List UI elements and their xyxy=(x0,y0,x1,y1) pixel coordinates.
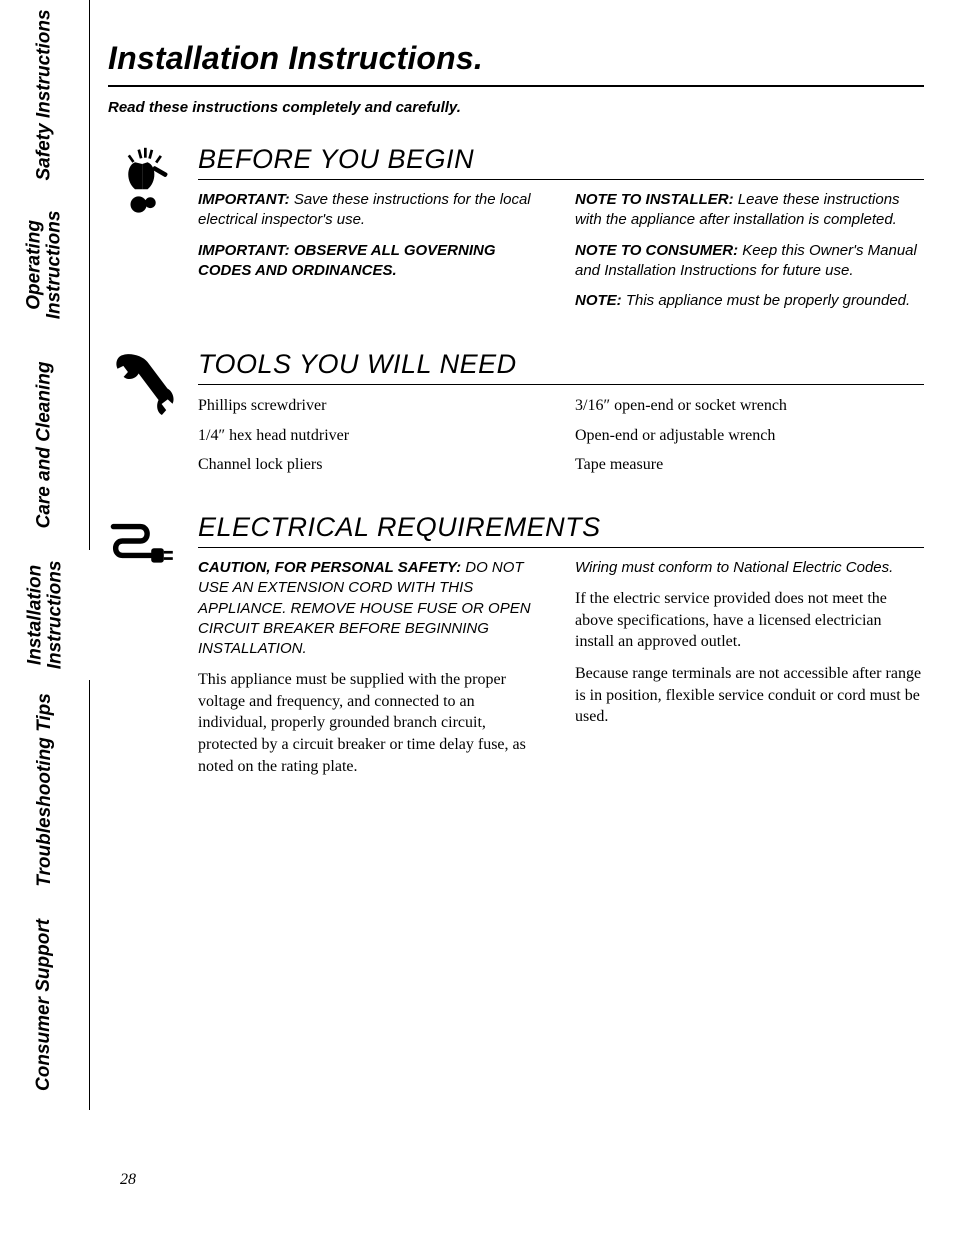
section-electrical: ELECTRICAL REQUIREMENTS CAUTION, FOR PER… xyxy=(108,512,924,787)
tool-item: Phillips screwdriver xyxy=(198,395,547,417)
side-tab: Safety Instructions xyxy=(0,0,90,190)
tool-item: Open-end or adjustable wrench xyxy=(575,425,924,447)
caution-text: CAUTION, FOR PERSONAL SAFETY: DO NOT USE… xyxy=(198,558,547,659)
note-line: NOTE TO CONSUMER: Keep this Owner's Manu… xyxy=(575,241,924,282)
section-tools: TOOLS YOU WILL NEED Phillips screwdriver… xyxy=(108,349,924,484)
side-tab: InstallationInstructions xyxy=(0,550,90,680)
electrical-left-p1: This appliance must be supplied with the… xyxy=(198,669,547,777)
electrical-left-col: CAUTION, FOR PERSONAL SAFETY: DO NOT USE… xyxy=(198,558,547,787)
side-tab: OperatingInstructions xyxy=(0,190,90,340)
page-number: 28 xyxy=(120,1171,136,1189)
electrical-right-p2: Because range terminals are not accessib… xyxy=(575,663,924,728)
note-line: IMPORTANT: OBSERVE ALL GOVERNING CODES A… xyxy=(198,241,547,282)
side-tabs: Safety InstructionsOperatingInstructions… xyxy=(0,0,90,1180)
exclamation-icon xyxy=(108,144,198,321)
tools-right-col: 3/16″ open-end or socket wrench Open-end … xyxy=(575,395,924,484)
electrical-right-col: Wiring must conform to National Electric… xyxy=(575,558,924,787)
page-title: Installation Instructions. xyxy=(108,40,924,87)
side-tab: Consumer Support xyxy=(0,900,90,1110)
caution-label: CAUTION, FOR PERSONAL SAFETY: xyxy=(198,559,461,576)
note-line: IMPORTANT: Save these instructions for t… xyxy=(198,190,547,231)
electrical-heading: ELECTRICAL REQUIREMENTS xyxy=(198,512,924,548)
note-line: NOTE TO INSTALLER: Leave these instructi… xyxy=(575,190,924,231)
before-heading: BEFORE YOU BEGIN xyxy=(198,144,924,180)
tools-heading: TOOLS YOU WILL NEED xyxy=(198,349,924,385)
tool-item: Channel lock pliers xyxy=(198,454,547,476)
plug-icon xyxy=(108,512,198,787)
page-subtitle: Read these instructions completely and c… xyxy=(108,99,924,116)
wiring-note: Wiring must conform to National Electric… xyxy=(575,558,924,578)
before-left-col: IMPORTANT: Save these instructions for t… xyxy=(198,190,547,321)
wrench-icon xyxy=(108,349,198,484)
tool-item: 3/16″ open-end or socket wrench xyxy=(575,395,924,417)
main-content: Installation Instructions. Read these in… xyxy=(108,40,924,815)
electrical-right-p1: If the electric service provided does no… xyxy=(575,588,924,653)
section-before: BEFORE YOU BEGIN IMPORTANT: Save these i… xyxy=(108,144,924,321)
before-right-col: NOTE TO INSTALLER: Leave these instructi… xyxy=(575,190,924,321)
note-line: NOTE: This appliance must be properly gr… xyxy=(575,291,924,311)
side-tab: Troubleshooting Tips xyxy=(0,680,90,900)
side-tab: Care and Cleaning xyxy=(0,340,90,550)
tools-left-col: Phillips screwdriver 1/4″ hex head nutdri… xyxy=(198,395,547,484)
tool-item: 1/4″ hex head nutdriver xyxy=(198,425,547,447)
tool-item: Tape measure xyxy=(575,454,924,476)
